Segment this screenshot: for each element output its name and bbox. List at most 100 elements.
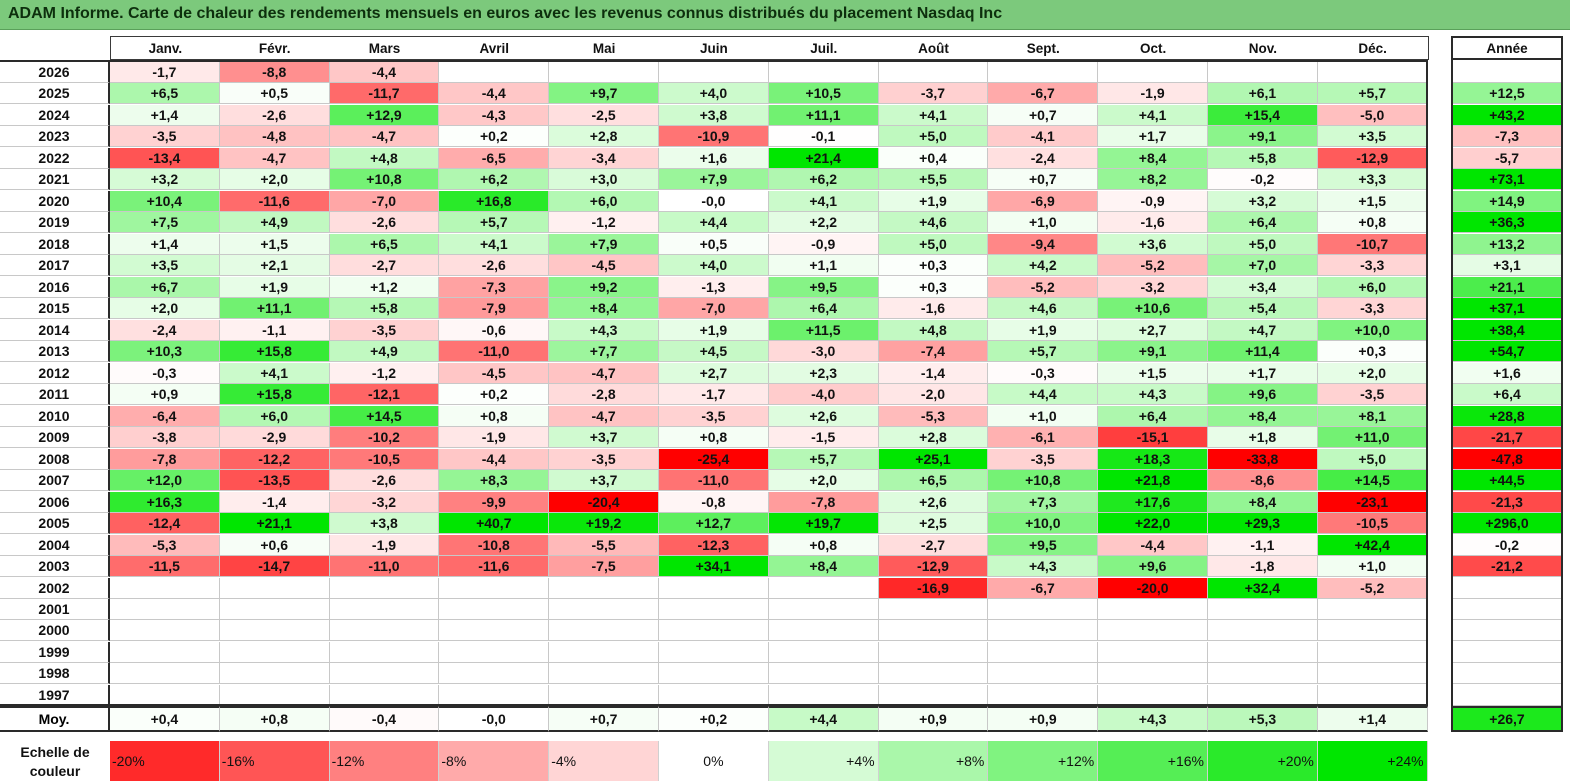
heatmap-cell: +8,2 bbox=[1098, 169, 1208, 191]
heatmap-cell: -6,4 bbox=[110, 405, 220, 427]
heatmap-cell: +15,4 bbox=[1208, 104, 1318, 126]
average-cell: -0,4 bbox=[329, 706, 440, 732]
year-label: 2026 bbox=[0, 62, 110, 83]
heatmap-cell: +1,4 bbox=[110, 233, 220, 255]
heatmap-cell bbox=[439, 599, 550, 620]
heatmap-cell: +4,8 bbox=[878, 319, 989, 341]
heatmap-cell: -1,4 bbox=[878, 362, 989, 384]
heatmap-cell: +4,1 bbox=[878, 104, 989, 126]
year-label: 2020 bbox=[0, 190, 110, 212]
heatmap-cell: -12,1 bbox=[329, 384, 440, 406]
year-label: 2002 bbox=[0, 577, 110, 599]
heatmap-cell: +6,0 bbox=[549, 190, 659, 212]
heatmap-cell bbox=[439, 62, 550, 83]
heatmap-cell bbox=[1098, 641, 1208, 663]
heatmap-cell bbox=[549, 641, 659, 663]
heatmap-cell: +3,7 bbox=[549, 470, 659, 492]
heatmap-cell bbox=[110, 599, 220, 620]
heatmap-cell: +5,7 bbox=[1317, 83, 1428, 105]
year-label: 2010 bbox=[0, 405, 110, 427]
heatmap-cell: -12,2 bbox=[219, 448, 330, 470]
heatmap-cell: +4,2 bbox=[988, 255, 1099, 277]
heatmap-cell bbox=[1208, 599, 1318, 620]
heatmap-cell: +40,7 bbox=[439, 513, 550, 535]
color-scale-step: +4% bbox=[768, 741, 879, 781]
heatmap-cell: -4,4 bbox=[439, 448, 550, 470]
heatmap-cell: +21,8 bbox=[1098, 470, 1208, 492]
heatmap-cell bbox=[439, 620, 550, 642]
heatmap-cell: -4,8 bbox=[219, 126, 330, 148]
year-label: 2022 bbox=[0, 147, 110, 169]
heatmap-cell: -3,5 bbox=[1317, 384, 1428, 406]
heatmap-cell: +6,7 bbox=[110, 276, 220, 298]
heatmap-cell: +4,0 bbox=[659, 83, 769, 105]
heatmap-cell bbox=[768, 641, 879, 663]
heatmap-cell: +0,3 bbox=[1317, 341, 1428, 363]
heatmap-cell: +9,6 bbox=[1208, 384, 1318, 406]
heatmap-cell bbox=[1317, 663, 1428, 685]
heatmap-cell: +16,8 bbox=[439, 190, 550, 212]
heatmap-cell: +3,5 bbox=[110, 255, 220, 277]
heatmap-cell: +8,4 bbox=[1208, 491, 1318, 513]
heatmap-cell: +12,7 bbox=[659, 513, 769, 535]
heatmap-cell: -8,6 bbox=[1208, 470, 1318, 492]
heatmap-cell bbox=[878, 62, 989, 83]
heatmap-cell: +4,4 bbox=[988, 384, 1099, 406]
heatmap-cell: -2,7 bbox=[329, 255, 440, 277]
heatmap-cell: +2,0 bbox=[219, 169, 330, 191]
heatmap-cell: +8,3 bbox=[439, 470, 550, 492]
heatmap-cell: +4,1 bbox=[219, 362, 330, 384]
heatmap-cell: -2,6 bbox=[329, 470, 440, 492]
heatmap-cell bbox=[549, 577, 659, 599]
annual-cell: +6,4 bbox=[1453, 384, 1561, 406]
heatmap-cell: +1,9 bbox=[659, 319, 769, 341]
heatmap-cell: -4,1 bbox=[988, 126, 1099, 148]
heatmap-cell: -16,9 bbox=[878, 577, 989, 599]
heatmap-cell: +0,6 bbox=[219, 534, 330, 556]
heatmap-cell: +22,0 bbox=[1098, 513, 1208, 535]
heatmap-cell: +12,0 bbox=[110, 470, 220, 492]
heatmap-cell: -3,8 bbox=[110, 427, 220, 449]
year-label: 2018 bbox=[0, 233, 110, 255]
heatmap-cell: +6,1 bbox=[1208, 83, 1318, 105]
heatmap-cell bbox=[219, 641, 330, 663]
annual-cell: +43,2 bbox=[1453, 104, 1561, 126]
heatmap-cell: +4,7 bbox=[1208, 319, 1318, 341]
annual-cell: -21,7 bbox=[1453, 427, 1561, 449]
chart-title: ADAM Informe. Carte de chaleur des rende… bbox=[8, 5, 1003, 22]
average-cell: +0,9 bbox=[878, 706, 989, 732]
heatmap-cell: +4,3 bbox=[988, 556, 1099, 578]
annual-cell: -7,3 bbox=[1453, 126, 1561, 148]
heatmap-cell bbox=[878, 599, 989, 620]
heatmap-cell bbox=[329, 599, 440, 620]
heatmap-cell: -3,2 bbox=[1098, 276, 1208, 298]
heatmap-cell bbox=[768, 663, 879, 685]
color-scale-label-line2: couleur bbox=[29, 763, 81, 779]
heatmap-cell: +10,3 bbox=[110, 341, 220, 363]
heatmap-cell: -3,5 bbox=[329, 319, 440, 341]
average-row-label: Moy. bbox=[0, 706, 110, 732]
heatmap-cell: -1,7 bbox=[659, 384, 769, 406]
heatmap-cell: -9,4 bbox=[988, 233, 1099, 255]
heatmap-cell bbox=[768, 620, 879, 642]
heatmap-cell: +4,3 bbox=[1098, 384, 1208, 406]
heatmap-cell: +9,6 bbox=[1098, 556, 1208, 578]
heatmap-cell: +4,1 bbox=[768, 190, 879, 212]
annual-cell: +28,8 bbox=[1453, 405, 1561, 427]
heatmap-cell: -7,0 bbox=[659, 298, 769, 320]
heatmap-cell bbox=[439, 684, 550, 706]
heatmap-cell: -6,7 bbox=[988, 577, 1099, 599]
month-header: Janv. bbox=[110, 36, 221, 60]
heatmap-cell bbox=[988, 620, 1099, 642]
month-header: Avril bbox=[439, 36, 551, 60]
heatmap-cell: -2,0 bbox=[878, 384, 989, 406]
annual-cell: +54,7 bbox=[1453, 341, 1561, 363]
heatmap-cell bbox=[878, 641, 989, 663]
annual-cell: +3,1 bbox=[1453, 255, 1561, 277]
heatmap-cell: -12,9 bbox=[1317, 147, 1428, 169]
color-scale-step: +12% bbox=[988, 741, 1099, 781]
year-label: 2012 bbox=[0, 362, 110, 384]
heatmap-cell: +0,2 bbox=[439, 384, 550, 406]
heatmap-cell bbox=[549, 684, 659, 706]
heatmap-cell bbox=[219, 620, 330, 642]
